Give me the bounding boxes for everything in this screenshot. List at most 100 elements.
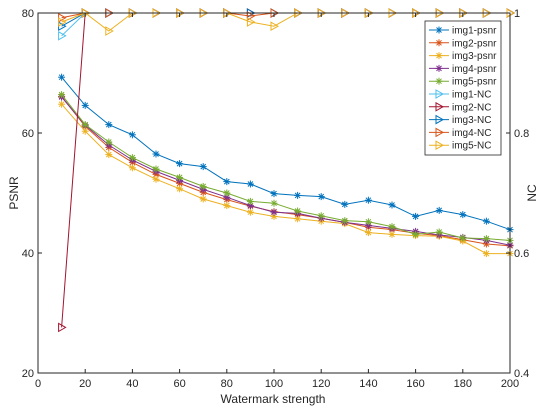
data-point-img1-psnr-20 [81, 101, 89, 109]
data-point-img1-psnr-150 [388, 201, 396, 209]
legend-marker [435, 127, 445, 138]
data-point-img1-NC-10 [58, 30, 67, 41]
ticks-layer: 0 20 40 60 80 100 120 140 160 180 200204060800.40.… [22, 8, 530, 390]
data-point-img5-psnr-20 [81, 121, 89, 129]
legend-entry-img1-psnr: img1-psnr [429, 26, 497, 37]
data-point-img5-NC-10 [58, 17, 67, 27]
legend-marker [435, 140, 445, 151]
data-point-img4-psnr-90 [246, 202, 254, 210]
legend-entry-img5-psnr: img5-psnr [429, 77, 497, 88]
legend-marker [435, 89, 445, 99]
data-point-img1-psnr-170 [435, 206, 443, 214]
data-point-img5-psnr-100 [270, 199, 278, 207]
data-point-img1-psnr-10 [58, 73, 66, 81]
data-point-img5-psnr-130 [341, 217, 349, 225]
data-point-img5-psnr-80 [223, 189, 231, 197]
data-point-img1-psnr-40 [128, 131, 136, 139]
y-axis-title-right: NC [525, 184, 539, 202]
series-line-img3-psnr [61, 103, 510, 255]
legend-label: img4-NC [452, 128, 491, 139]
legend-label: img1-NC [452, 90, 491, 101]
x-tick-label: 80 [221, 378, 233, 390]
y-left-tick-label: 20 [22, 368, 34, 380]
x-tick-label: 20 [79, 378, 91, 390]
series-line-img4-psnr [61, 96, 511, 246]
data-point-img5-psnr-140 [364, 218, 372, 226]
data-point-img5-psnr-10 [58, 91, 66, 99]
data-point-img5-NC-30 [105, 26, 114, 36]
y-right-tick-label: 0.4 [514, 368, 529, 380]
legend-entry-img4-psnr: img4-psnr [429, 64, 497, 75]
legend-entry-img1-NC: img1-NC [429, 89, 491, 101]
legend-marker [435, 52, 443, 60]
data-point-img3-psnr-90 [246, 208, 254, 216]
legend-entry-img4-NC: img4-NC [429, 127, 491, 139]
data-point-img5-psnr-40 [128, 154, 136, 162]
data-point-img3-psnr-10 [58, 100, 66, 108]
data-point-img4-NC-90 [246, 11, 256, 21]
data-point-img1-psnr-180 [459, 211, 467, 219]
x-tick-label: 160 [406, 378, 424, 390]
legend-entry-img3-psnr: img3-psnr [429, 51, 497, 62]
data-point-img4-psnr-100 [270, 208, 278, 216]
x-tick-label: 120 [312, 378, 330, 390]
data-point-img3-psnr-30 [105, 151, 113, 159]
data-point-img1-psnr-100 [270, 190, 278, 198]
data-point-img3-psnr-40 [128, 164, 136, 172]
data-point-img1-psnr-70 [199, 163, 207, 171]
data-point-img3-psnr-60 [176, 185, 184, 193]
legend-entry-img2-psnr: img2-psnr [429, 38, 497, 49]
x-tick-label: 60 [173, 378, 185, 390]
data-point-img5-psnr-90 [246, 197, 254, 205]
legend-label: img5-psnr [452, 77, 497, 88]
x-tick-label: 0 [35, 378, 41, 390]
data-point-img3-psnr-190 [482, 250, 490, 258]
legend-label: img2-psnr [452, 38, 497, 49]
series-img3-psnr [58, 100, 514, 258]
data-point-img5-psnr-150 [388, 223, 396, 231]
data-point-img3-psnr-70 [199, 195, 207, 203]
legend-label: img1-psnr [452, 26, 497, 37]
y-right-tick-label: 0.6 [514, 248, 529, 260]
legend-label: img5-NC [452, 141, 491, 152]
data-point-img3-psnr-150 [388, 230, 396, 238]
data-point-img5-psnr-70 [199, 182, 207, 190]
data-point-img5-NC-100 [270, 21, 280, 32]
data-point-img5-psnr-50 [152, 165, 160, 173]
data-point-img5-psnr-190 [482, 235, 490, 243]
data-point-img1-psnr-80 [223, 178, 231, 186]
series-line-img1-psnr [61, 76, 511, 231]
legend-marker [435, 64, 443, 72]
legend-marker [435, 39, 443, 47]
data-point-img5-psnr-160 [412, 230, 420, 238]
data-point-img1-psnr-30 [105, 121, 113, 129]
y-right-tick-label: 1 [514, 8, 520, 20]
x-tick-label: 100 [265, 378, 283, 390]
data-point-img3-psnr-100 [270, 212, 278, 220]
data-point-img1-psnr-60 [176, 160, 184, 168]
data-point-img3-psnr-20 [81, 127, 89, 135]
legend-marker [435, 114, 445, 125]
legend-marker [435, 26, 443, 34]
legend-label: img3-NC [452, 115, 491, 126]
data-point-img1-psnr-140 [364, 196, 372, 204]
data-point-img1-psnr-160 [412, 212, 420, 220]
legend-entry-img5-NC: img5-NC [429, 140, 491, 152]
data-point-img2-NC-10 [58, 322, 67, 333]
y-axis-title-left: PSNR [7, 176, 21, 210]
data-point-img5-psnr-180 [459, 234, 467, 242]
legend-marker [435, 77, 443, 85]
data-point-img1-psnr-190 [482, 217, 490, 225]
y-left-tick-label: 40 [22, 248, 34, 260]
data-point-img5-psnr-110 [294, 207, 302, 215]
data-point-img1-psnr-50 [152, 150, 160, 158]
data-point-img1-psnr-130 [341, 200, 349, 208]
data-point-img1-psnr-110 [294, 191, 302, 199]
data-point-img5-NC-90 [246, 17, 256, 27]
data-point-img5-psnr-30 [105, 138, 113, 146]
series-img5-psnr [58, 91, 514, 244]
x-axis-title: Watermark strength [221, 392, 326, 406]
data-point-img3-psnr-50 [152, 175, 160, 183]
y-left-tick-label: 80 [22, 8, 34, 20]
